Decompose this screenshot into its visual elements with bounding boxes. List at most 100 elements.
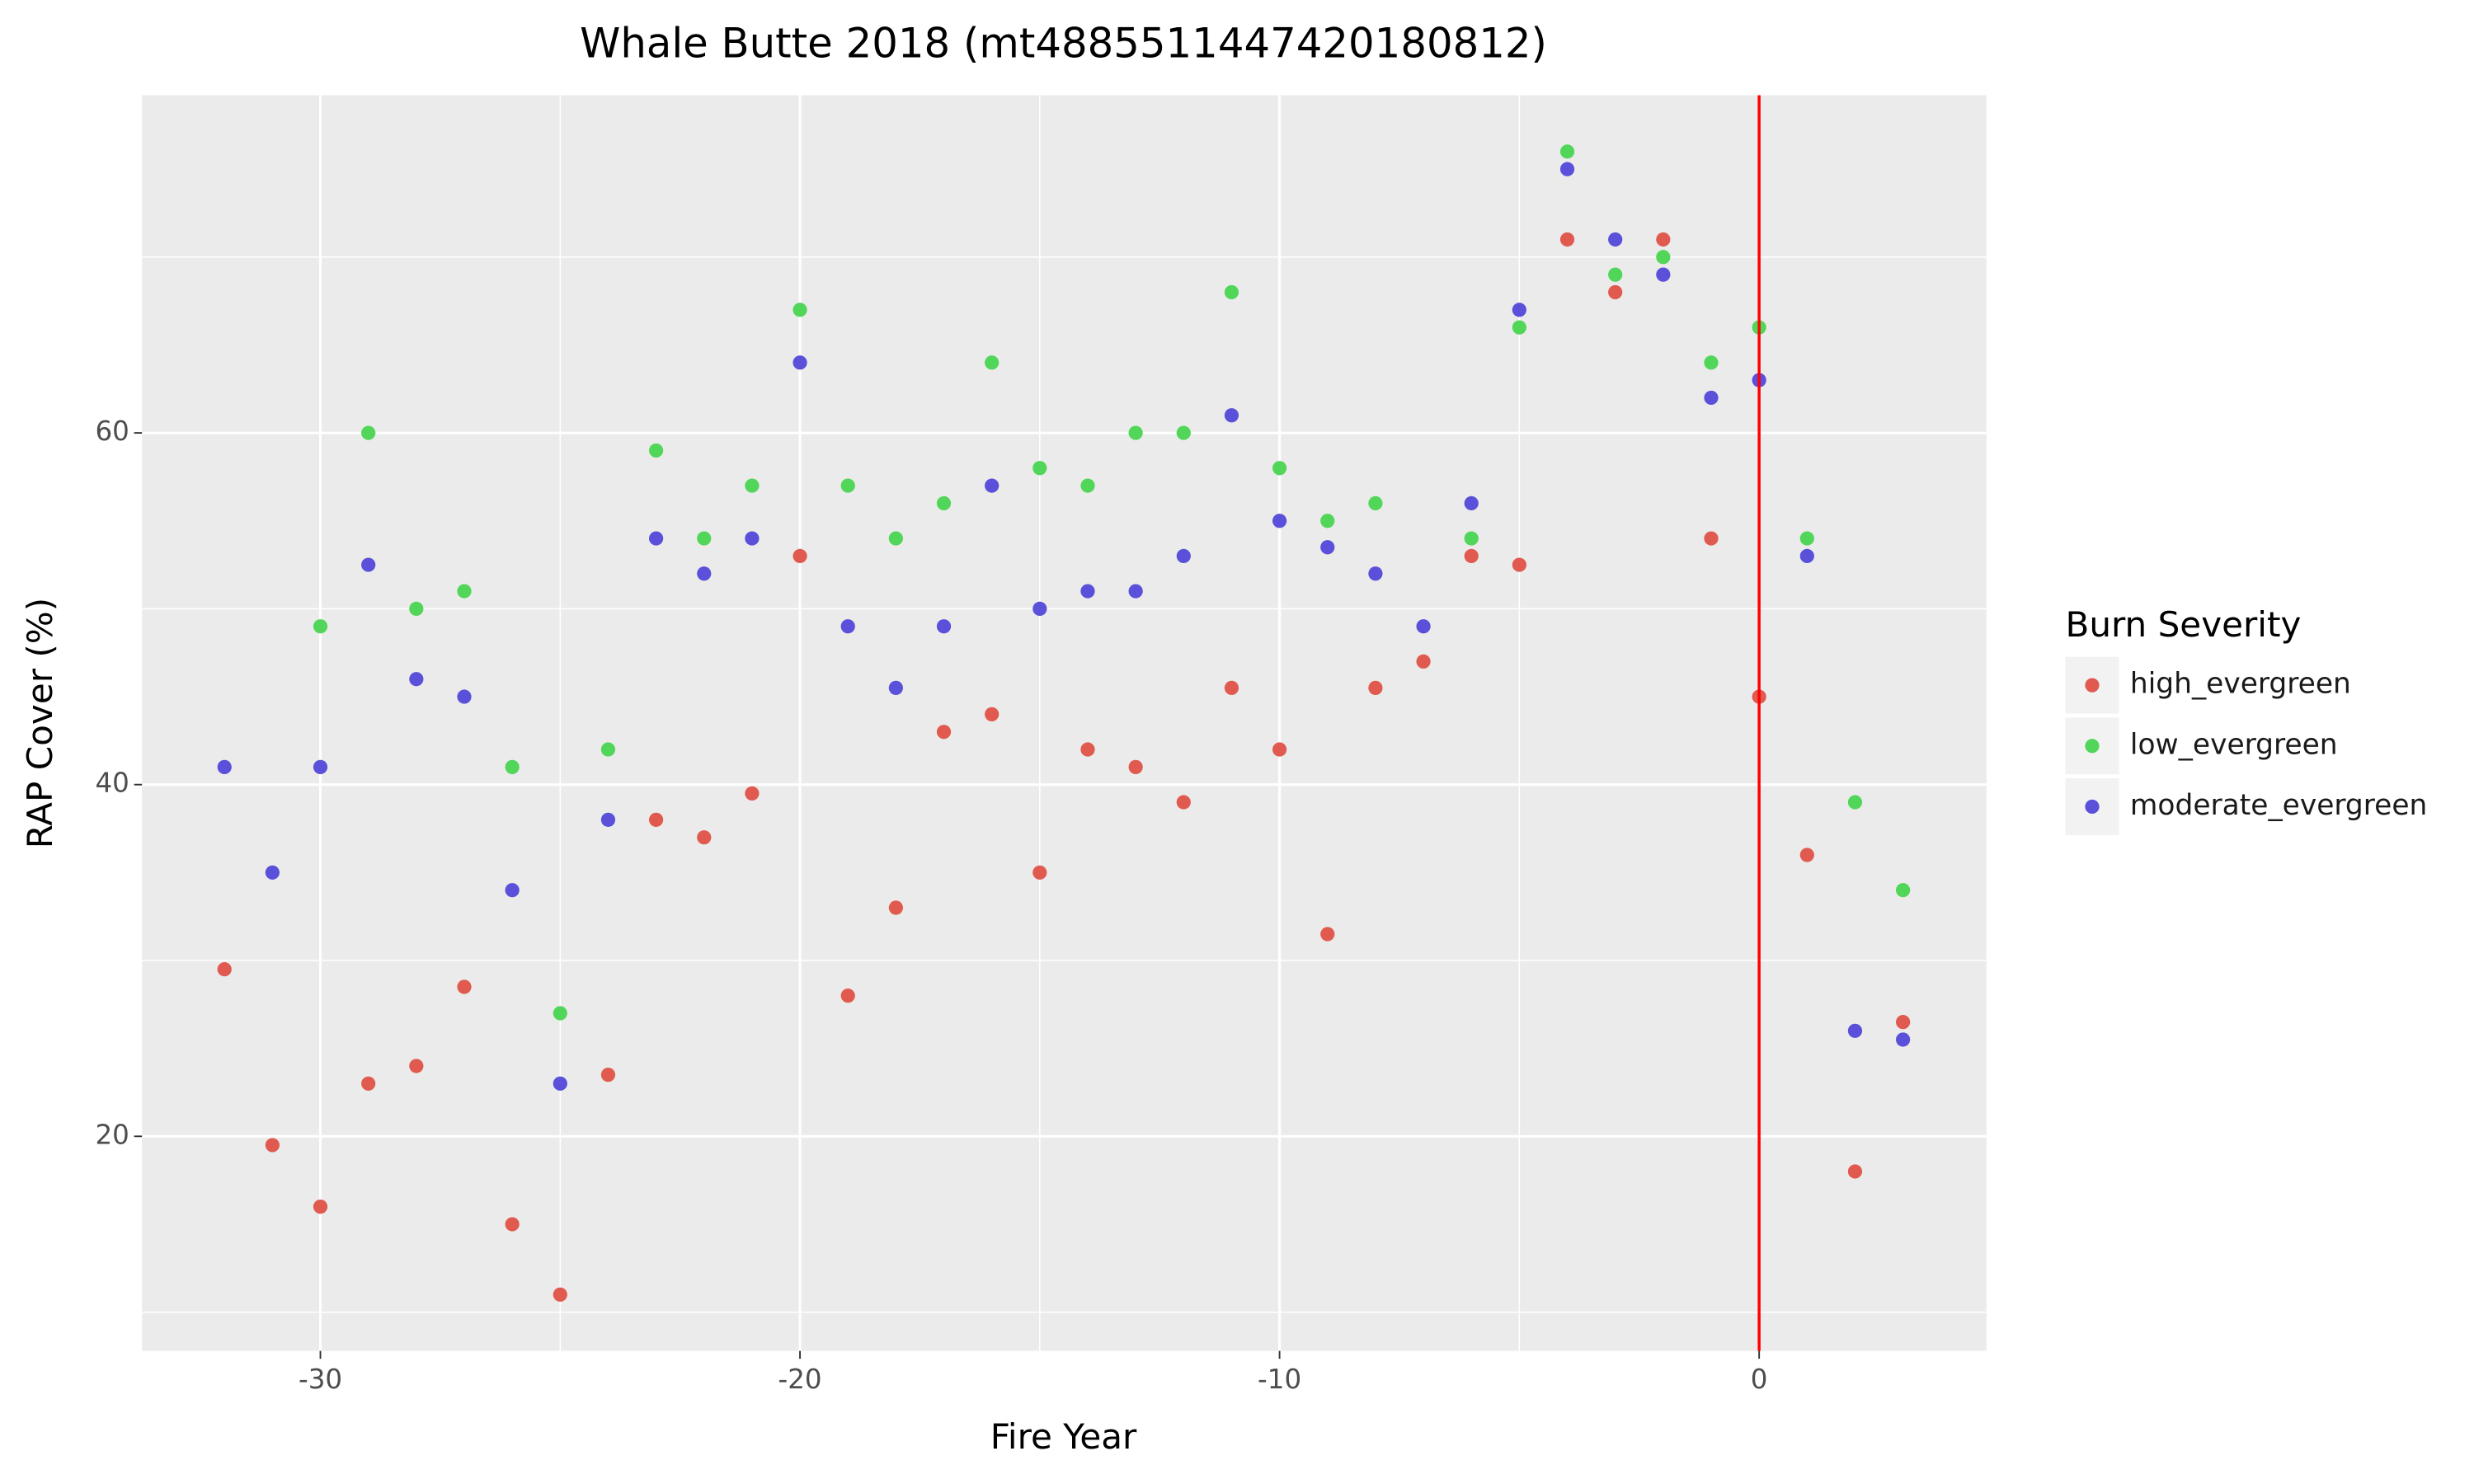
- point: [985, 478, 999, 493]
- point: [505, 759, 520, 774]
- legend-label: high_evergreen: [2130, 668, 2351, 701]
- point: [745, 531, 760, 546]
- point: [1032, 461, 1047, 476]
- point: [600, 1068, 616, 1082]
- point: [1847, 1164, 1863, 1179]
- point: [1559, 162, 1575, 176]
- point: [1224, 408, 1239, 423]
- point: [1416, 654, 1431, 669]
- legend-marker: [2085, 678, 2100, 693]
- point: [505, 1217, 520, 1232]
- point: [648, 531, 664, 546]
- point: [1608, 284, 1623, 300]
- point: [409, 672, 424, 687]
- point: [1176, 548, 1191, 564]
- point: [1368, 495, 1383, 511]
- point: [1799, 531, 1814, 546]
- point: [985, 355, 999, 370]
- point: [1896, 883, 1911, 898]
- point: [697, 531, 712, 546]
- point: [1128, 425, 1143, 440]
- point: [1464, 495, 1479, 511]
- x-tick-label: 0: [1751, 1364, 1768, 1395]
- point: [1512, 557, 1526, 572]
- point: [313, 759, 328, 774]
- point: [648, 443, 664, 458]
- point: [1608, 232, 1623, 247]
- point: [409, 1059, 424, 1073]
- point: [1320, 540, 1335, 555]
- point: [1080, 584, 1095, 599]
- point: [1704, 390, 1719, 406]
- point: [457, 584, 472, 599]
- point: [1224, 284, 1239, 300]
- point: [1608, 267, 1623, 282]
- point: [1272, 461, 1287, 476]
- y-tick-label: 40: [96, 768, 129, 799]
- point: [265, 1138, 280, 1153]
- point: [1272, 742, 1287, 757]
- point: [457, 979, 472, 994]
- legend-label: moderate_evergreen: [2130, 789, 2427, 822]
- point: [1559, 232, 1575, 247]
- point: [361, 557, 376, 572]
- plot-panel: [142, 95, 1987, 1351]
- point: [1896, 1015, 1911, 1030]
- point: [1512, 303, 1526, 317]
- point: [313, 619, 328, 634]
- point: [888, 531, 903, 546]
- point: [1559, 144, 1575, 159]
- point: [1799, 548, 1814, 564]
- legend-marker: [2085, 799, 2100, 815]
- point: [1464, 531, 1479, 546]
- point: [1847, 1023, 1863, 1038]
- point: [936, 495, 952, 511]
- point: [1080, 478, 1095, 493]
- point: [793, 303, 807, 317]
- point: [457, 689, 472, 704]
- point: [1656, 232, 1671, 247]
- point: [745, 786, 760, 801]
- point: [217, 759, 232, 774]
- point: [840, 619, 855, 634]
- x-tick-label: -10: [1258, 1364, 1301, 1395]
- x-tick-label: -30: [299, 1364, 342, 1395]
- point: [888, 900, 903, 915]
- chart-title: Whale Butte 2018 (mt4885511447420180812): [580, 20, 1547, 68]
- point: [888, 680, 903, 695]
- point: [600, 742, 616, 757]
- point: [1799, 848, 1814, 862]
- legend-marker: [2085, 739, 2100, 754]
- point: [361, 425, 376, 440]
- point: [1224, 680, 1239, 695]
- point: [1272, 514, 1287, 528]
- point: [1032, 865, 1047, 880]
- point: [1080, 742, 1095, 757]
- x-tick-label: -20: [778, 1364, 822, 1395]
- point: [1704, 531, 1719, 546]
- point: [1847, 795, 1863, 810]
- point: [1032, 601, 1047, 617]
- point: [505, 883, 520, 898]
- point: [793, 355, 807, 370]
- points: [217, 144, 1911, 1302]
- y-tick-label: 60: [96, 416, 129, 447]
- y-axis-label: RAP Cover (%): [20, 598, 60, 848]
- point: [265, 865, 280, 880]
- point: [1656, 250, 1671, 265]
- point: [985, 707, 999, 721]
- point: [1368, 566, 1383, 581]
- legend-label: low_evergreen: [2130, 728, 2338, 761]
- point: [1464, 548, 1479, 564]
- point: [1704, 355, 1719, 370]
- point: [553, 1006, 567, 1021]
- x-axis-label: Fire Year: [990, 1416, 1137, 1457]
- point: [1320, 927, 1335, 942]
- point: [1320, 514, 1335, 528]
- y-tick-label: 20: [96, 1119, 129, 1150]
- point: [313, 1200, 328, 1214]
- point: [793, 548, 807, 564]
- point: [1128, 584, 1143, 599]
